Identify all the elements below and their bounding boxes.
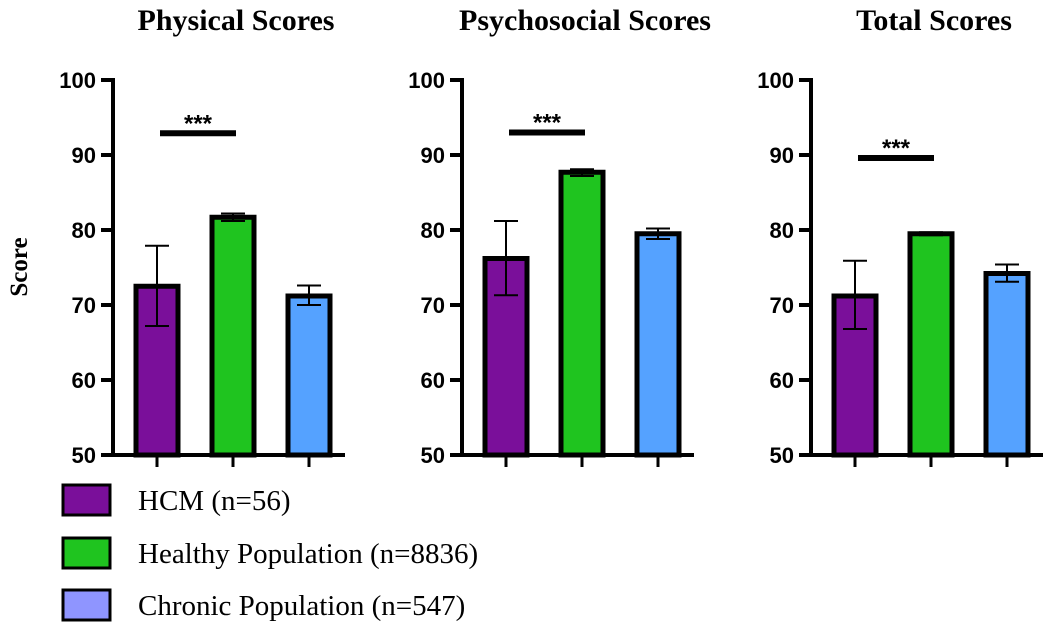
bar-healthy-population-n-8836 xyxy=(907,231,955,458)
legend-label: HCM (n=56) xyxy=(138,485,291,517)
y-tick-label: 70 xyxy=(421,293,445,318)
chart-title: Psychosocial Scores xyxy=(459,4,711,37)
y-tick-label: 80 xyxy=(770,218,794,243)
y-tick-label: 100 xyxy=(408,68,445,93)
y-tick-label: 60 xyxy=(770,368,794,393)
bar-chronic-population-n-547 xyxy=(983,271,1031,458)
y-axis-label: Score xyxy=(6,237,33,296)
y-tick-label: 70 xyxy=(770,293,794,318)
legend-label: Chronic Population (n=547) xyxy=(138,590,465,622)
y-tick-label: 80 xyxy=(72,218,96,243)
y-tick-label: 100 xyxy=(59,68,96,93)
y-tick-label: 90 xyxy=(72,143,96,168)
chart-panel-total-scores: Total Scores 50 60 70 80 90 100 *** xyxy=(757,4,1043,468)
y-tick-label: 90 xyxy=(421,143,445,168)
significance-label: *** xyxy=(882,135,911,162)
significance-label: *** xyxy=(533,110,562,137)
y-tick-label: 100 xyxy=(757,68,794,93)
y-tick-label: 80 xyxy=(421,218,445,243)
y-tick-label: 70 xyxy=(72,293,96,318)
bar-chronic-population-n-547 xyxy=(634,231,682,458)
y-tick-label: 90 xyxy=(770,143,794,168)
y-tick-label: 50 xyxy=(421,443,445,468)
legend-label: Healthy Population (n=8836) xyxy=(138,538,478,570)
y-tick-label: 60 xyxy=(72,368,96,393)
chart-panels: Physical ScoresScore5060708090100***Psyc… xyxy=(6,4,1043,468)
legend-swatch-healthy-population-n-8836 xyxy=(61,536,112,570)
legend-swatch-hcm-n-56 xyxy=(61,483,112,517)
significance-label: *** xyxy=(184,110,213,137)
bar-healthy-population-n-8836 xyxy=(558,169,606,458)
y-tick-label: 50 xyxy=(72,443,96,468)
chart-panel-psychosocial-scores: Psychosocial Scores 50 60 70 80 90 100 *** xyxy=(408,4,711,468)
y-tick-label: 60 xyxy=(421,368,445,393)
bar-healthy-population-n-8836 xyxy=(209,214,257,458)
chart-title: Total Scores xyxy=(856,4,1012,37)
chart-title: Physical Scores xyxy=(138,4,335,37)
legend: HCM (n=56) Healthy Population (n=8836) Chr… xyxy=(61,483,478,622)
legend-swatch-chronic-population-n-547 xyxy=(61,588,112,622)
chart-panel-physical-scores: Physical Scores Score 50 60 70 80 90 100 *** xyxy=(6,4,345,468)
bar-chronic-population-n-547 xyxy=(285,293,333,458)
y-tick-label: 50 xyxy=(770,443,794,468)
